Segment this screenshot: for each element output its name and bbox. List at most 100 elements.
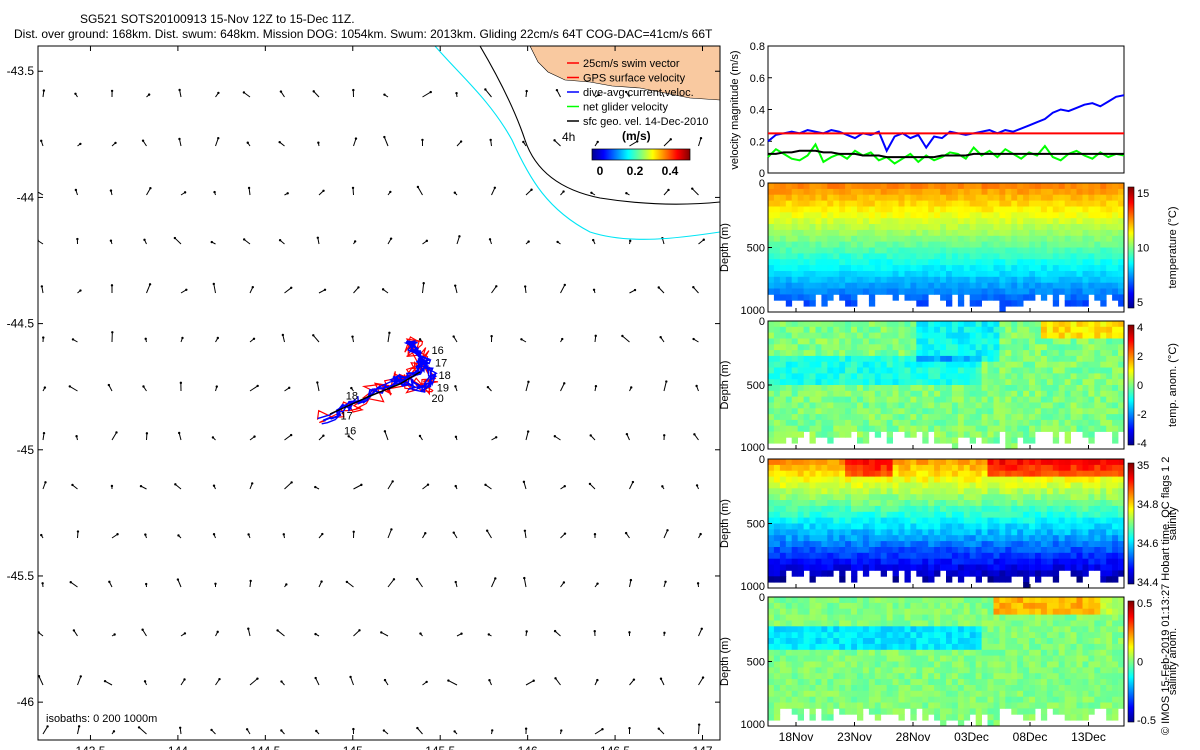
section-cell	[1029, 332, 1036, 339]
geo-velocity-arrowhead	[629, 239, 632, 243]
geo-velocity-arrowhead	[352, 727, 355, 731]
section-cell	[851, 464, 858, 472]
geo-velocity-arrowhead	[422, 282, 425, 285]
geo-velocity-arrowhead	[624, 90, 628, 94]
section-cell	[987, 476, 994, 483]
section-cell	[809, 200, 816, 207]
geo-velocity-arrow	[315, 677, 320, 686]
section-cell	[1058, 425, 1065, 432]
section-cell	[768, 558, 775, 565]
section-cell	[827, 488, 834, 495]
geo-velocity-arrowhead	[380, 631, 383, 634]
section-cell	[874, 321, 882, 328]
section-cell	[1088, 494, 1095, 501]
section-cell	[934, 529, 941, 536]
section-cell	[815, 385, 822, 392]
section-cell	[862, 396, 870, 403]
section-cell	[1017, 276, 1024, 284]
section-cell	[892, 321, 899, 328]
section-cell	[993, 200, 1000, 207]
section-cell	[1088, 361, 1095, 368]
section-cell	[791, 276, 798, 284]
section-cell	[839, 390, 846, 397]
section-cell	[928, 253, 935, 260]
section-cell	[1088, 200, 1095, 207]
section-cell	[1094, 265, 1101, 272]
section-cell	[1011, 259, 1018, 266]
section-cell	[1017, 488, 1024, 495]
section-cell	[981, 321, 988, 328]
section-cell	[1100, 523, 1107, 530]
section-cell	[898, 564, 905, 571]
section-cell	[928, 626, 935, 633]
section-cell	[1082, 188, 1089, 196]
section-cell	[1052, 350, 1060, 357]
section-cell	[993, 235, 1000, 243]
section-cell	[839, 218, 846, 225]
section-cell	[773, 247, 781, 254]
geo-velocity-arrowhead	[460, 632, 463, 635]
section-cell	[928, 638, 935, 645]
section-cell	[987, 470, 994, 477]
geo-velocity-arrowhead	[290, 286, 293, 289]
section-cell	[999, 253, 1006, 260]
section-cell	[922, 437, 929, 444]
section-cell	[922, 505, 929, 513]
geo-velocity-arrowhead	[453, 730, 456, 733]
section-cell	[1094, 212, 1101, 219]
geo-velocity-arrowhead	[560, 729, 563, 732]
section-cell	[951, 373, 959, 380]
section-cell	[791, 643, 798, 651]
geo-velocity-arrowhead	[415, 577, 419, 581]
section-cell	[827, 338, 834, 345]
section-cell	[845, 300, 852, 307]
section-cell	[1023, 373, 1030, 380]
geo-velocity-arrowhead	[43, 386, 47, 389]
section-cell	[928, 482, 935, 489]
section-cell	[815, 517, 822, 524]
section-cell	[963, 523, 971, 530]
section-cell	[934, 608, 941, 615]
section-cell	[857, 552, 864, 560]
section-cell	[821, 419, 828, 427]
section-cell	[845, 408, 852, 415]
section-cell	[880, 379, 887, 386]
section-cell	[1064, 425, 1071, 432]
section-cell	[1088, 511, 1095, 519]
section-cell	[1106, 470, 1113, 477]
geo-velocity-arrow	[313, 91, 320, 98]
velocity-ytick-label: 0.8	[750, 41, 765, 53]
section-cell	[1058, 338, 1065, 345]
section-cell	[768, 247, 775, 254]
section-cell	[1046, 326, 1054, 333]
section-cell	[779, 667, 787, 674]
section-cell	[993, 206, 1000, 213]
section-cell	[922, 259, 929, 266]
section-cell	[1023, 500, 1030, 507]
section-cell	[946, 661, 953, 668]
section-cell	[815, 696, 822, 703]
section-cell	[815, 332, 822, 339]
section-cell	[845, 602, 852, 610]
section-cell	[1046, 224, 1054, 231]
section-cell	[851, 188, 858, 196]
section-ytick-label: 500	[747, 243, 765, 255]
map-axes-box	[37, 45, 721, 741]
section-cell	[1052, 367, 1060, 374]
section-cell	[922, 414, 929, 421]
section-cell	[946, 552, 953, 560]
section-cell	[815, 649, 822, 657]
section-cell	[1017, 459, 1024, 466]
section-cell	[1118, 326, 1125, 333]
section-cell	[791, 212, 798, 219]
section-cell	[975, 523, 982, 530]
section-cell	[1005, 464, 1012, 472]
section-cell	[868, 338, 876, 345]
section-cell	[922, 326, 929, 333]
section-cell	[791, 385, 798, 392]
section-cell	[898, 661, 905, 668]
section-cell	[1076, 229, 1083, 237]
section-cell	[1058, 402, 1065, 409]
section-cell	[880, 288, 887, 295]
section-cell	[951, 638, 959, 645]
